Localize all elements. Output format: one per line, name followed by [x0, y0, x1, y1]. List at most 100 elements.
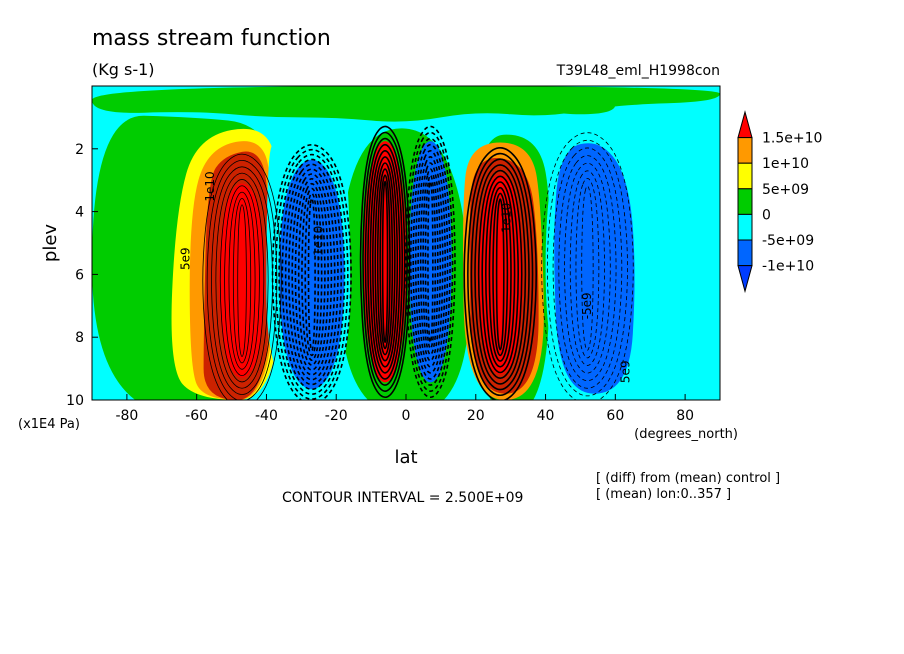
y-tick-label-2: 6 — [75, 267, 84, 283]
colorbar-segment-4 — [737, 213, 753, 241]
contour-hadley-sh-9 — [362, 131, 408, 392]
colorbar-top-arrow — [737, 110, 753, 139]
contour-nh-pos-3 — [488, 186, 512, 362]
contour-hadley-sh-6 — [369, 150, 401, 374]
contour-hadley-sh-4 — [374, 162, 396, 362]
contour-sh-neg-3 — [301, 187, 323, 361]
y-tick-label-4: 10 — [66, 393, 84, 409]
contour-sh-neg-6 — [291, 173, 333, 376]
contour-hadley-sh-8 — [364, 137, 406, 386]
contour-sh-neg-4 — [297, 182, 326, 366]
contour-sh-pos-8 — [206, 160, 278, 400]
contour-nh-pos-8 — [470, 158, 530, 391]
colorbar-label-0: 1.5e+10 — [762, 131, 822, 147]
colorbar-label-1: 1e+10 — [762, 156, 809, 172]
contour-nh-neg-6 — [552, 147, 623, 389]
experiment-label: T39L48_eml_H1998con — [556, 63, 720, 79]
x-tick-label-4: 0 — [402, 408, 411, 424]
contour-sh-neg-10 — [278, 153, 346, 395]
contour-label-0: 5e9 — [179, 247, 193, 270]
contour-sh-pos-2 — [232, 198, 252, 364]
contour-hadley-sh-7 — [367, 143, 404, 380]
y-tick-label-3: 8 — [75, 330, 84, 346]
y-tick-label-0: 2 — [75, 142, 84, 158]
x-tick-label-5: 20 — [467, 408, 485, 424]
fill-nh-red — [477, 174, 524, 375]
note-mean: [ (mean) lon:0..357 ] — [596, 487, 731, 502]
contour-nh-pos-7 — [474, 164, 527, 385]
x-tick-label-1: -60 — [185, 408, 208, 424]
contour-nh-pos-9 — [467, 152, 534, 397]
contour-hadley-nh-8 — [410, 137, 451, 386]
contour-nh-pos-4 — [485, 181, 516, 368]
contour-sh-neg-8 — [284, 163, 339, 386]
note-diff: [ (diff) from (mean) control ] — [596, 471, 780, 486]
x-tick-label-7: 60 — [606, 408, 624, 424]
fill-sh-red — [219, 183, 265, 378]
contour-nh-neg-2 — [575, 178, 600, 359]
contour-hadley-nh-4 — [419, 162, 442, 362]
colorbar-segment-2 — [737, 162, 753, 190]
colorbar-bottom-arrow — [737, 265, 753, 294]
colorbar-label-5: -1e+10 — [762, 259, 814, 275]
contour-sh-neg-2 — [304, 192, 320, 357]
contour-sh-pos-6 — [215, 172, 269, 389]
y-axis: 2 4 6 8 10 — [66, 142, 98, 409]
contour-sh-pos-7 — [211, 166, 273, 395]
contour-hadley-sh-10 — [359, 125, 411, 399]
contour-hadley-nh-10 — [405, 125, 456, 399]
contour-label-5: 5e9 — [618, 360, 632, 383]
contour-nh-pos-1 — [495, 198, 505, 351]
contour-nh-neg-5 — [558, 155, 617, 382]
contour-sh-neg-12 — [271, 144, 352, 400]
contour-sh-pos-4 — [224, 185, 260, 376]
colorbar-label-2: 5e+09 — [762, 182, 809, 198]
contour-sh-neg-7 — [288, 168, 336, 381]
x-axis-units: (degrees_north) — [634, 427, 738, 442]
contour-nh-neg-3 — [569, 170, 605, 366]
y-axis-units: (x1E4 Pa) — [18, 417, 80, 432]
contour-sh-pos-1 — [237, 204, 247, 358]
contour-hadley-sh-2 — [379, 174, 391, 350]
contour-sh-neg-1 — [307, 197, 316, 352]
chart-title: mass stream function — [92, 26, 331, 51]
contour-sh-pos-3 — [228, 191, 256, 370]
contour-hadley-nh-1 — [427, 180, 434, 344]
contour-sh-pos-9 — [202, 153, 282, 400]
colorbar-segment-1 — [737, 137, 753, 164]
contour-hadley-nh-9 — [407, 131, 454, 392]
contour-nh-pos-2 — [492, 192, 509, 357]
x-tick-label-3: -20 — [325, 408, 348, 424]
contour-nh-pos-6 — [477, 169, 523, 379]
contour-label-4: -5e9 — [580, 292, 594, 319]
y-axis-label: plev — [40, 224, 61, 263]
contour-hadley-nh-2 — [424, 174, 437, 350]
contour-hadley-sh-1 — [381, 180, 389, 344]
fill-green-strip — [545, 95, 616, 115]
contour-hadley-nh-3 — [422, 168, 439, 356]
contour-sh-neg-11 — [275, 148, 349, 400]
contour-interval: CONTOUR INTERVAL = 2.500E+09 — [282, 490, 523, 506]
x-tick-label-6: 40 — [537, 408, 555, 424]
x-axis-label: lat — [394, 447, 417, 468]
colorbar: 1.5e+10 1e+10 5e+09 0 -5e+09 -1e+10 — [737, 110, 822, 294]
plot-area: 5e9 1e10 -1e10 1e10 -5e9 5e9 — [92, 86, 720, 400]
contour-nh-pos-10 — [463, 147, 537, 400]
contour-sh-neg-9 — [281, 158, 343, 391]
contour-label-3: 1e10 — [500, 203, 514, 233]
colorbar-segment-3 — [737, 188, 753, 215]
fill-nh-neg — [554, 143, 635, 394]
contour-nh-neg-1 — [581, 185, 594, 351]
contour-hadley-sh-5 — [372, 156, 399, 368]
contour-hadley-sh-3 — [376, 168, 394, 356]
x-tick-label-0: -80 — [115, 408, 138, 424]
x-axis: -80 -60 -40 -20 0 20 40 60 80 — [115, 394, 694, 424]
colorbar-label-4: -5e+09 — [762, 233, 814, 249]
contour-label-2: -1e10 — [311, 226, 325, 261]
contour-label-1: 1e10 — [203, 171, 217, 201]
colorbar-segment-5 — [737, 239, 753, 267]
contour-hadley-nh-7 — [412, 143, 449, 380]
colorbar-label-3: 0 — [762, 207, 771, 223]
y-tick-label-1: 4 — [75, 205, 84, 221]
